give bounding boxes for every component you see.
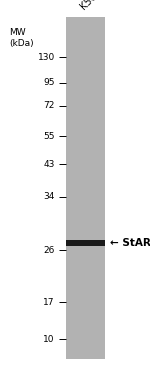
Text: 34: 34 [43, 192, 55, 201]
Text: 95: 95 [43, 78, 55, 87]
Text: 10: 10 [43, 335, 55, 344]
Text: 72: 72 [43, 101, 55, 110]
Bar [66, 240, 105, 246]
Text: ← StAR: ← StAR [110, 238, 150, 248]
Text: 130: 130 [38, 53, 55, 61]
Text: 43: 43 [43, 160, 55, 169]
Text: 17: 17 [43, 298, 55, 307]
Text: K562: K562 [78, 0, 103, 11]
Text: MW
(kDa): MW (kDa) [9, 28, 34, 48]
Text: 55: 55 [43, 132, 55, 141]
Bar [66, 17, 105, 359]
Text: 26: 26 [43, 246, 55, 255]
